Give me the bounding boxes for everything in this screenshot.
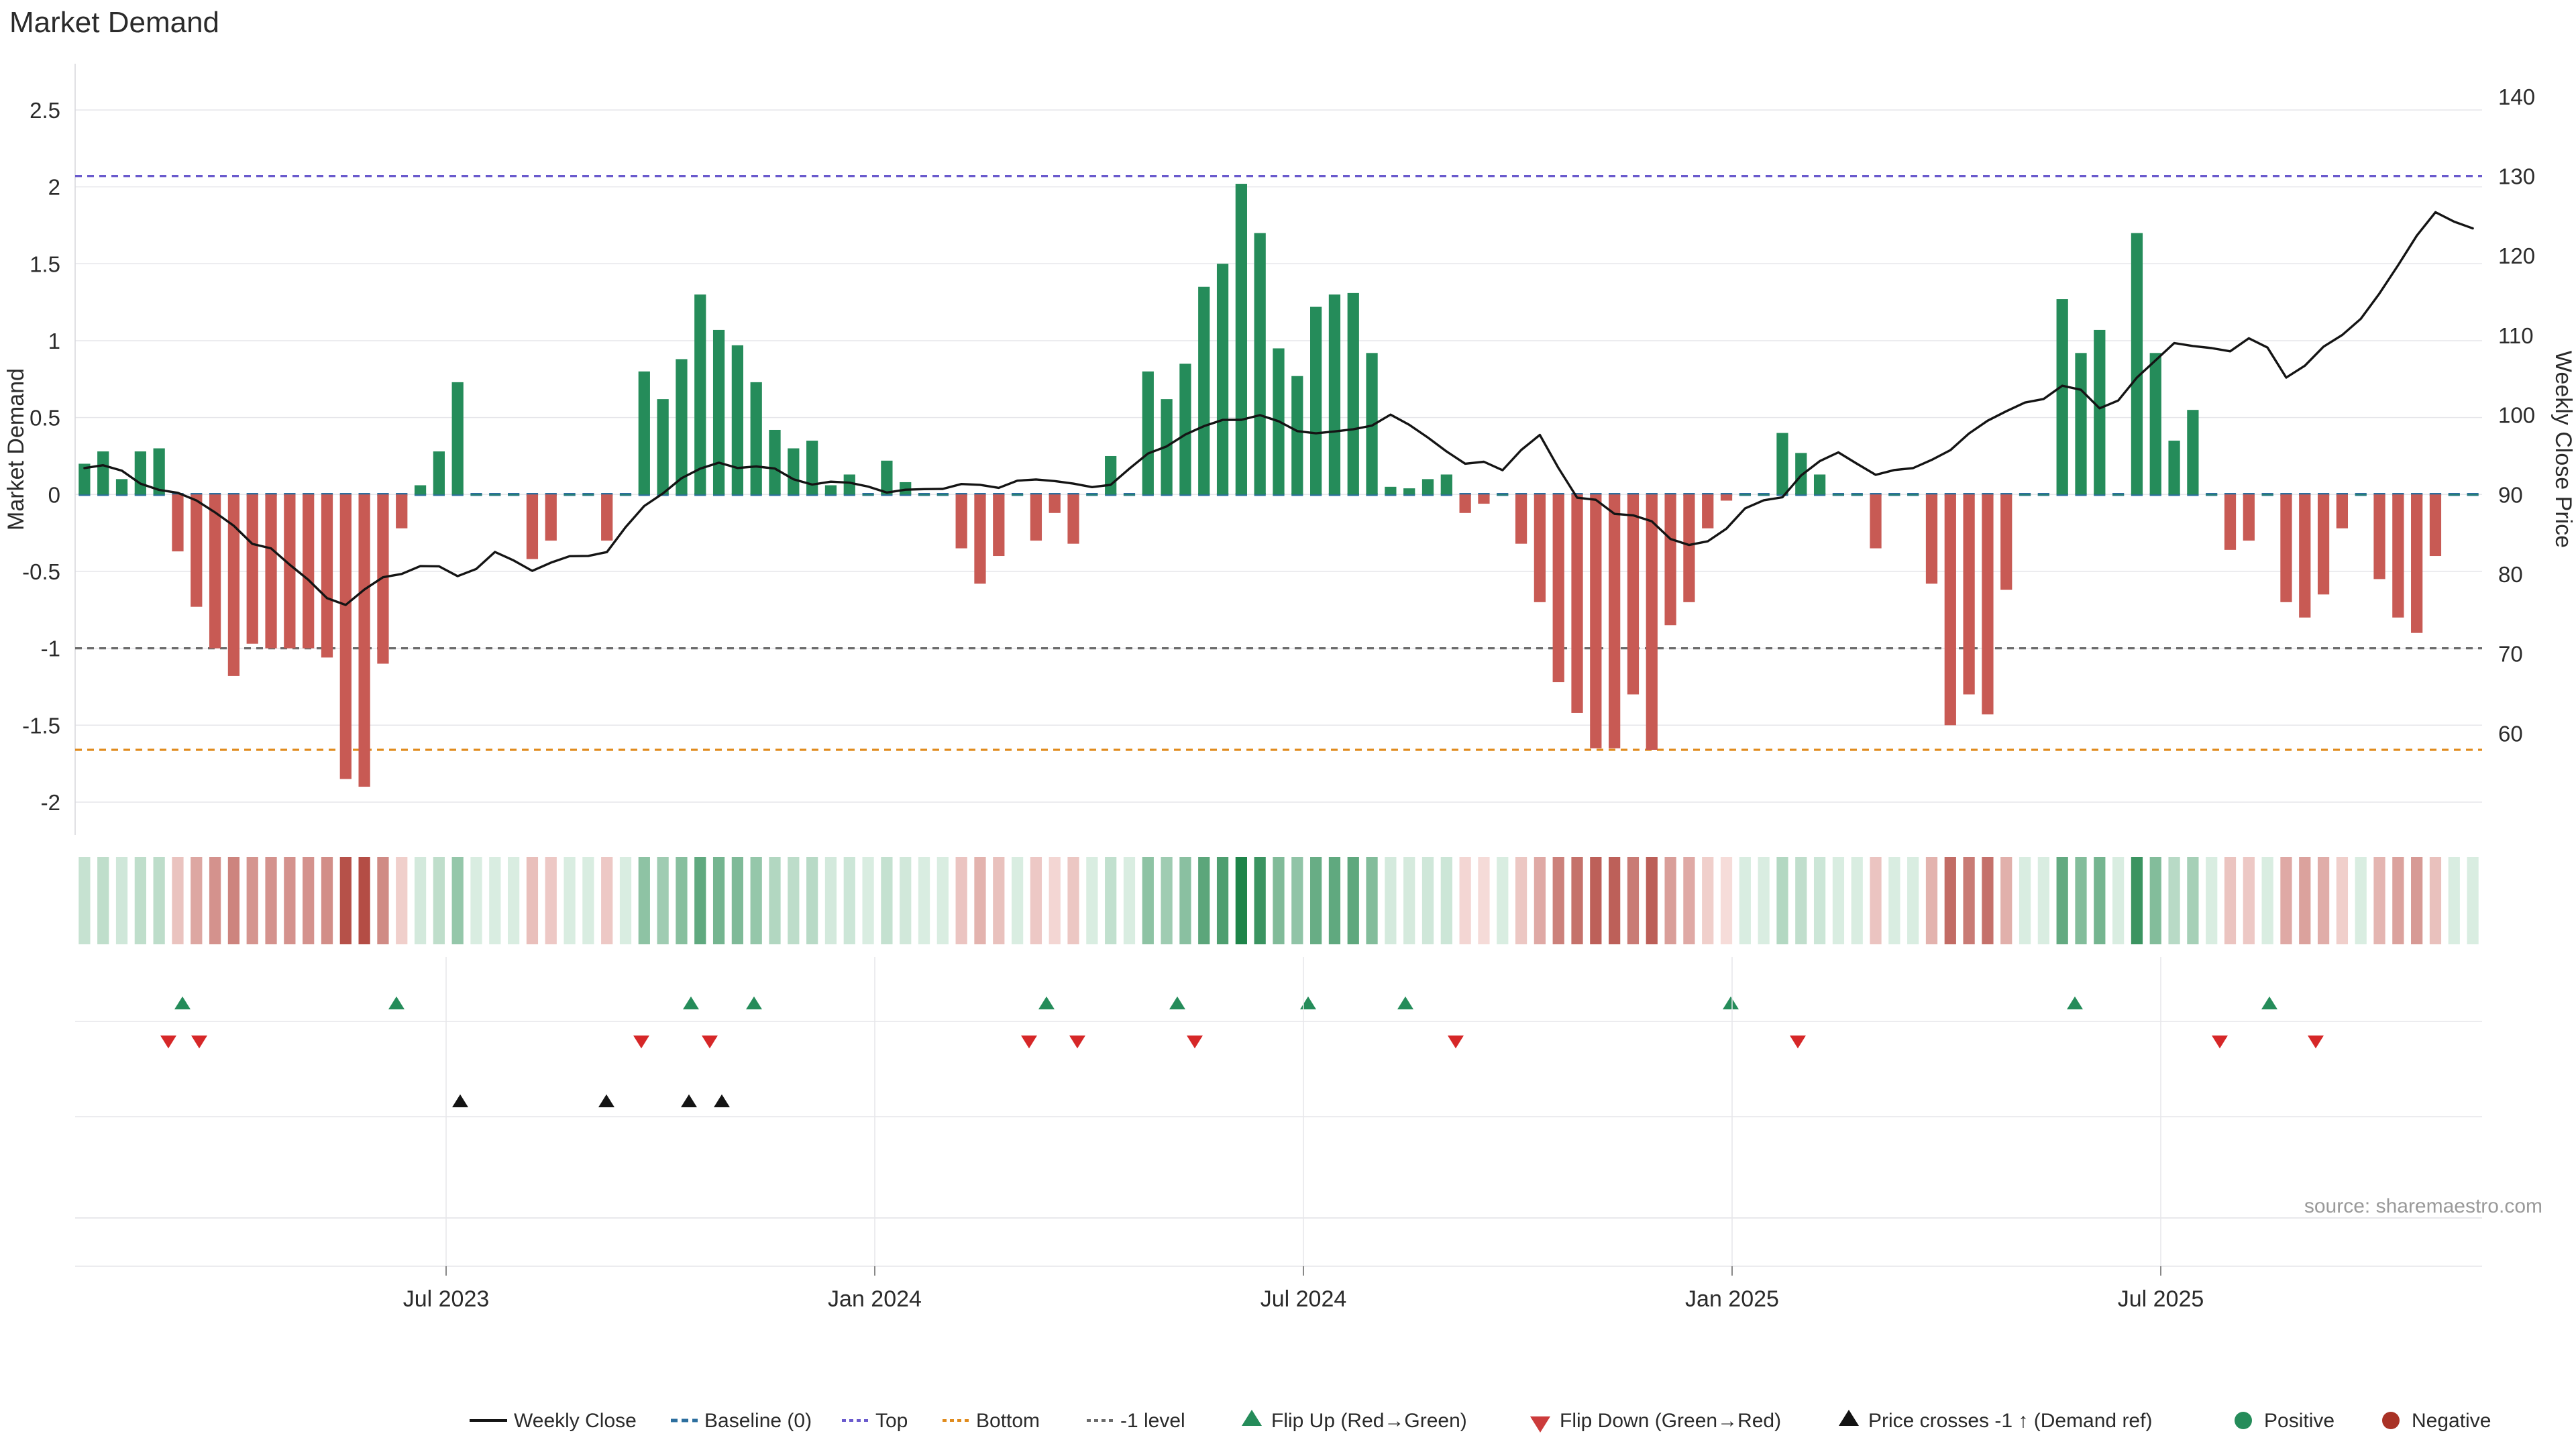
svg-text:Top: Top — [875, 1410, 908, 1432]
svg-text:Market Demand: Market Demand — [3, 368, 29, 530]
svg-text:110: 110 — [2498, 323, 2534, 348]
svg-text:140: 140 — [2498, 85, 2535, 109]
svg-text:-1: -1 — [41, 636, 60, 661]
svg-text:1: 1 — [48, 329, 60, 353]
svg-text:Jan 2025: Jan 2025 — [1685, 1286, 1779, 1312]
svg-text:-0.5: -0.5 — [22, 559, 60, 584]
svg-text:Flip Up (Red→Green): Flip Up (Red→Green) — [1271, 1410, 1467, 1432]
svg-text:2: 2 — [48, 175, 60, 200]
svg-text:-2: -2 — [41, 790, 60, 815]
svg-text:Market Demand: Market Demand — [9, 6, 219, 39]
svg-text:0: 0 — [48, 482, 60, 507]
svg-text:120: 120 — [2498, 243, 2535, 268]
svg-text:Jul 2024: Jul 2024 — [1260, 1286, 1347, 1312]
svg-text:2.5: 2.5 — [30, 98, 60, 123]
svg-text:1.5: 1.5 — [30, 252, 60, 276]
svg-text:60: 60 — [2498, 721, 2523, 746]
svg-text:source: sharemaestro.com: source: sharemaestro.com — [2304, 1195, 2542, 1217]
svg-text:80: 80 — [2498, 562, 2523, 587]
svg-text:70: 70 — [2498, 642, 2523, 667]
svg-text:Jul 2025: Jul 2025 — [2118, 1286, 2204, 1312]
svg-text:Weekly Close Price: Weekly Close Price — [2551, 351, 2576, 548]
svg-text:0.5: 0.5 — [30, 406, 60, 431]
svg-text:Price crosses -1 ↑ (Demand ref: Price crosses -1 ↑ (Demand ref) — [1868, 1410, 2152, 1432]
svg-text:Flip Down (Green→Red): Flip Down (Green→Red) — [1560, 1410, 1781, 1432]
svg-text:100: 100 — [2498, 403, 2535, 428]
svg-text:90: 90 — [2498, 482, 2523, 507]
svg-text:Jan 2024: Jan 2024 — [828, 1286, 922, 1312]
svg-text:-1 level: -1 level — [1120, 1410, 1185, 1432]
svg-text:Baseline (0): Baseline (0) — [704, 1410, 812, 1432]
svg-text:Positive: Positive — [2264, 1410, 2334, 1432]
svg-text:Bottom: Bottom — [976, 1410, 1040, 1432]
svg-text:Negative: Negative — [2412, 1410, 2491, 1432]
svg-text:130: 130 — [2498, 164, 2535, 189]
svg-text:Weekly Close: Weekly Close — [514, 1410, 637, 1432]
svg-text:-1.5: -1.5 — [22, 713, 60, 738]
svg-text:Jul 2023: Jul 2023 — [403, 1286, 490, 1312]
